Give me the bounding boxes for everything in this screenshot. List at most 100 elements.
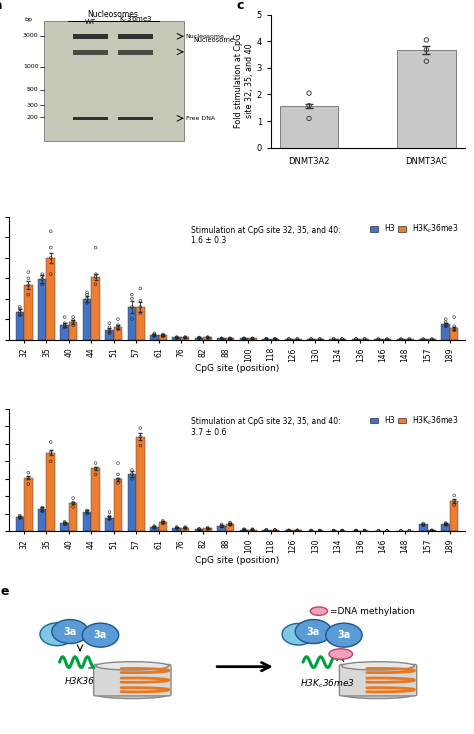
Point [16,306,24,318]
Point [128,301,136,313]
X-axis label: CpG site (position): CpG site (position) [195,365,279,374]
Point [128,468,136,480]
Point [240,333,248,344]
Point [374,333,382,345]
Point [25,472,32,484]
Bar [181,338,190,340]
Point [285,524,292,536]
Point [83,287,91,299]
Point [442,518,449,530]
Text: Nucleosome: Nucleosome [186,34,225,39]
Point [383,525,391,537]
Bar [441,524,450,531]
Text: bp: bp [25,18,33,22]
Point [397,525,405,537]
Point [316,525,324,537]
Bar [203,528,212,531]
Point [330,525,337,537]
Point [374,525,382,537]
Circle shape [82,623,118,647]
Point [137,283,144,294]
Bar [271,530,279,531]
Point [69,316,77,328]
Point [338,333,346,345]
Point [442,519,449,531]
Point [182,331,189,343]
Point [406,525,413,537]
Point [330,333,337,345]
Point [249,524,256,536]
Bar [118,34,153,40]
Bar [150,335,158,340]
Point [330,333,337,345]
Point [293,524,301,536]
Bar [38,279,46,340]
Circle shape [40,623,74,646]
Point [114,457,122,469]
Bar [16,517,24,531]
Point [383,525,391,537]
Point [450,490,458,501]
Point [150,329,158,341]
Point [316,525,324,537]
Point [218,333,225,344]
Point [114,468,122,480]
Point [419,333,427,345]
Text: WT: WT [85,19,96,25]
Point [159,329,166,341]
Point [47,269,55,280]
Point [137,431,144,443]
Bar [195,529,203,531]
Point [271,333,279,345]
Point [83,288,91,300]
Point [38,503,46,515]
Circle shape [52,619,88,644]
Point [226,333,234,344]
Point [204,331,211,343]
Point [173,331,181,343]
Point [159,330,166,341]
Point [338,333,346,345]
Text: c: c [236,0,244,12]
Point [293,333,301,345]
Point [249,333,256,344]
Bar [158,335,167,340]
Point [293,333,301,345]
Point [226,517,234,528]
Point [428,525,436,537]
Point [204,332,211,344]
Bar [60,325,69,340]
FancyBboxPatch shape [339,664,417,696]
Point [285,333,292,345]
Legend: H3, H3K$_c$36me3: H3, H3K$_c$36me3 [369,221,461,236]
Point [450,322,458,334]
Point [308,525,315,537]
Point [263,333,270,344]
Point [150,522,158,534]
Text: 3a: 3a [94,631,107,640]
Point [159,517,166,529]
Point [69,501,77,513]
Text: Nucleosomes: Nucleosomes [88,10,138,19]
Point [285,525,292,537]
Point [226,333,234,344]
Point [218,333,225,344]
Bar [73,50,108,55]
Point [361,525,368,537]
Point [159,515,166,527]
Bar [280,106,338,148]
Point [450,499,458,511]
Point [47,436,55,448]
Point [61,518,68,530]
Point [195,332,203,344]
Point [428,333,436,345]
Point [83,506,91,517]
Point [308,333,315,345]
Point [406,525,413,537]
Point [16,303,24,315]
Text: e: e [0,585,9,598]
Circle shape [326,623,362,647]
Point [128,313,136,325]
Point [249,333,256,344]
Point [383,333,391,345]
